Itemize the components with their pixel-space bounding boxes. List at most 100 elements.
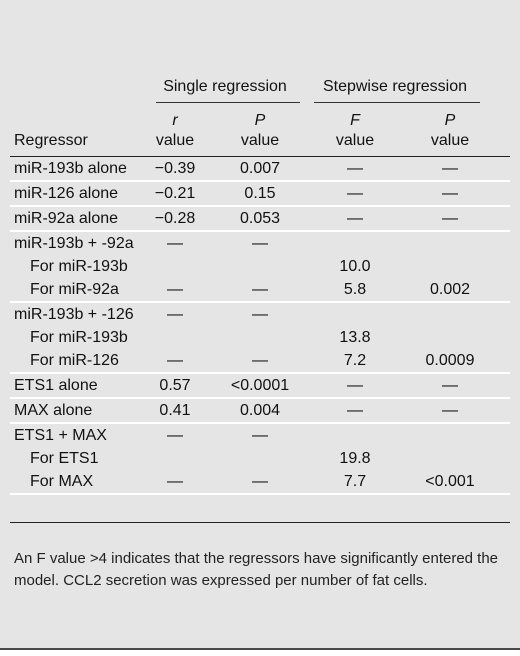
r-value-cell: — (167, 235, 183, 252)
table-row: miR-126 alone −0.21 0.15 — — (10, 182, 510, 207)
table-end-rule (10, 522, 510, 523)
column-header-p-symbol: P (254, 112, 266, 129)
regressor-cell: miR-92a alone (14, 210, 119, 227)
regressor-cell: For miR-193b (30, 329, 128, 346)
regressor-cell: For miR-92a (30, 281, 119, 298)
group-rule-single (156, 102, 300, 103)
table-row-line: miR-193b + -126 — — (10, 303, 510, 326)
f-value-cell: — (347, 210, 363, 227)
table-row-line: For miR-126 — — 7.2 0.0009 (10, 349, 510, 372)
column-header-r-value: r value (140, 111, 210, 151)
p-value-stepwise-cell: 0.002 (429, 281, 471, 298)
regressor-cell: miR-126 alone (14, 185, 119, 202)
regressor-cell: For miR-126 (30, 352, 119, 369)
p-value-stepwise-cell: — (442, 160, 458, 177)
r-value-cell: −0.39 (154, 160, 196, 177)
regressor-cell: miR-193b + -126 (14, 306, 134, 323)
p-value-stepwise-cell: <0.001 (425, 473, 475, 490)
table-row-line: miR-92a alone −0.28 0.053 — — (10, 207, 510, 230)
column-header-p-value-stepwise: P value (400, 111, 500, 151)
table-row-line: miR-126 alone −0.21 0.15 — — (10, 182, 510, 205)
regressor-cell: miR-193b alone (14, 160, 127, 177)
group-header-single-regression: Single regression (163, 78, 287, 95)
column-header-f-label: value (335, 132, 375, 149)
table-row-line: For miR-193b 10.0 (10, 255, 510, 278)
r-value-cell: −0.28 (154, 210, 196, 227)
table-row: miR-193b + -126— — For miR-193b 13.8 For miR… (10, 303, 510, 374)
table-row: MAX alone 0.41 0.004 — — (10, 399, 510, 424)
table-row-line: ETS1 alone 0.57 <0.0001 — — (10, 374, 510, 397)
table-row-line: miR-193b + -92a — — (10, 232, 510, 255)
f-value-cell: 5.8 (343, 281, 367, 298)
p-value-stepwise-cell: — (442, 377, 458, 394)
table-row-line: ETS1 + MAX — — (10, 424, 510, 447)
table-row-line: For miR-92a — — 5.8 0.002 (10, 278, 510, 301)
column-header-r-label: value (155, 132, 195, 149)
f-value-cell: 13.8 (339, 329, 371, 346)
p-value-single-cell: 0.007 (239, 160, 281, 177)
group-rule-stepwise (314, 102, 480, 103)
p-value-single-cell: — (252, 352, 268, 369)
p-value-stepwise-cell: — (442, 402, 458, 419)
p-value-single-cell: 0.053 (239, 210, 281, 227)
table-row-line: For miR-193b 13.8 (10, 326, 510, 349)
f-value-cell: — (347, 160, 363, 177)
regressor-cell: For miR-193b (30, 258, 128, 275)
f-value-cell: 7.7 (343, 473, 367, 490)
p-value-stepwise-cell: — (442, 185, 458, 202)
header-rule (10, 156, 510, 157)
p-value-stepwise-cell: 0.0009 (425, 352, 475, 369)
group-header-stepwise-regression: Stepwise regression (322, 78, 468, 95)
regressor-cell: For ETS1 (30, 450, 99, 467)
column-header-p2-label: value (430, 132, 470, 149)
table-row-line: miR-193b alone −0.39 0.007 — — (10, 157, 510, 180)
p-value-stepwise-cell: — (442, 210, 458, 227)
p-value-single-cell: — (252, 473, 268, 490)
p-value-single-cell: — (252, 281, 268, 298)
table-row: miR-193b alone −0.39 0.007 — — (10, 157, 510, 182)
f-value-cell: 7.2 (343, 352, 367, 369)
column-header-p-label: value (240, 132, 280, 149)
p-value-single-cell: — (252, 427, 268, 444)
table-row: ETS1 + MAX — — For ETS1 19.8 For MAX — — 7.7 <0.0… (10, 424, 510, 495)
column-header-p2-symbol: P (444, 112, 456, 129)
regressor-cell: For MAX (30, 473, 94, 490)
f-value-cell: — (347, 185, 363, 202)
table-footnote: An F value >4 indicates that the regress… (14, 550, 499, 589)
f-value-cell: — (347, 402, 363, 419)
column-header-r-symbol: r (172, 112, 178, 129)
r-value-cell: 0.41 (159, 402, 191, 419)
regressor-cell: ETS1 + MAX (14, 427, 107, 444)
table-row: ETS1 alone 0.57 <0.0001 — — (10, 374, 510, 399)
p-value-single-cell: 0.004 (239, 402, 281, 419)
table-row-line: For MAX — — 7.7 <0.001 (10, 470, 510, 493)
p-value-single-cell: <0.0001 (230, 377, 290, 394)
f-value-cell: 19.8 (339, 450, 371, 467)
column-header-f-symbol: F (350, 112, 360, 129)
f-value-cell: — (347, 377, 363, 394)
regressor-cell: MAX alone (14, 402, 93, 419)
p-value-single-cell: — (252, 235, 268, 252)
column-header-regressor: Regressor (14, 132, 88, 149)
f-value-cell: 10.0 (339, 258, 371, 275)
table-row-line: For ETS1 19.8 (10, 447, 510, 470)
bottom-rule (0, 648, 520, 650)
column-header-p-value-single: P value (220, 111, 300, 151)
r-value-cell: −0.21 (154, 185, 196, 202)
r-value-cell: — (167, 352, 183, 369)
table-row: miR-92a alone −0.28 0.053 — — (10, 207, 510, 232)
table-row-line: MAX alone 0.41 0.004 — — (10, 399, 510, 422)
r-value-cell: — (167, 306, 183, 323)
r-value-cell: — (167, 281, 183, 298)
p-value-single-cell: 0.15 (244, 185, 276, 202)
column-header-f-value: F value (310, 111, 400, 151)
r-value-cell: — (167, 473, 183, 490)
table-body: miR-193b alone −0.39 0.007 — — miR-126 alone −… (10, 157, 510, 495)
r-value-cell: 0.57 (159, 377, 191, 394)
table-row: miR-193b + -92a — — For miR-193b 10.0 For miR… (10, 232, 510, 303)
regressor-cell: miR-193b + -92a (14, 235, 134, 252)
r-value-cell: — (167, 427, 183, 444)
p-value-single-cell: — (252, 306, 268, 323)
regressor-cell: ETS1 alone (14, 377, 98, 394)
